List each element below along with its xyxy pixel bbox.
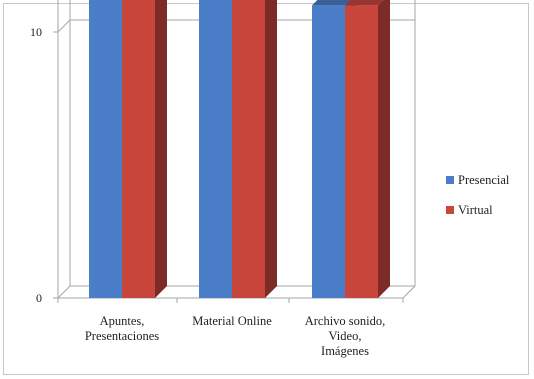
legend-label-virtual: Virtual — [458, 203, 493, 217]
x-category-label-line: Imágenes — [321, 344, 369, 358]
x-category-label-line: Presentaciones — [85, 329, 159, 343]
bar-virtual — [345, 5, 378, 299]
legend-swatch-virtual — [446, 206, 454, 214]
x-category-label-line: Material Online — [192, 314, 272, 328]
y-tick-label: 0 — [36, 291, 42, 305]
bar-virtual-side — [265, 0, 277, 298]
x-category-label-line: Video, — [329, 329, 362, 343]
bar-virtual-top — [345, 0, 384, 6]
bar-presencial-top — [312, 0, 351, 6]
x-category-label: Archivo sonido, Video, Imágenes — [305, 314, 386, 358]
x-category-label-line: Apuntes, — [100, 314, 145, 328]
side-wall-line — [57, 19, 71, 33]
bar-virtual-side — [155, 0, 167, 298]
legend-swatch-presencial — [446, 176, 454, 184]
bar-virtual-side — [378, 0, 390, 298]
legend-label-presencial: Presencial — [458, 173, 510, 187]
bar-virtual — [232, 0, 265, 298]
x-category-label: Apuntes, Presentaciones — [85, 314, 159, 343]
y-tick-label: 10 — [30, 25, 42, 39]
bar-presencial — [199, 0, 232, 298]
x-category-label: Material Online — [192, 314, 272, 328]
bar-presencial — [89, 0, 122, 298]
floor-right-edge — [402, 285, 416, 299]
side-wall-line — [57, 285, 71, 299]
x-category-label-line: Archivo sonido, — [305, 314, 386, 328]
bar-virtual — [122, 0, 155, 298]
bar-presencial — [312, 5, 345, 299]
